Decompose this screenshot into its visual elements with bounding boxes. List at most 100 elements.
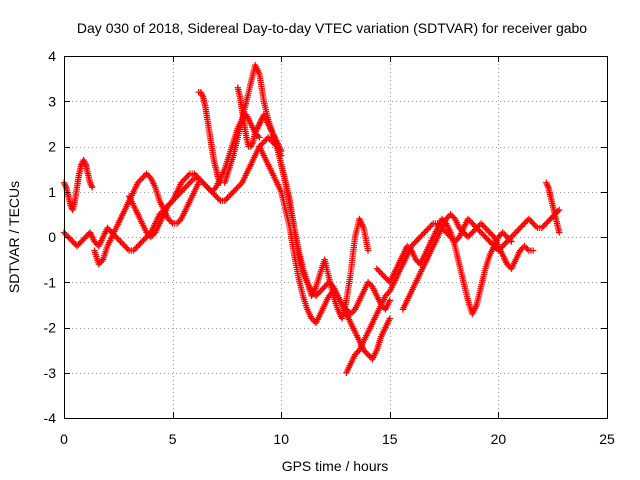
data-point [137, 176, 144, 183]
data-point [421, 229, 428, 236]
data-point [521, 242, 528, 250]
data-point [412, 238, 420, 245]
data-point [529, 220, 537, 227]
data-point [69, 238, 76, 245]
data-point [221, 197, 228, 204]
data-point [506, 236, 514, 244]
data-point [480, 223, 488, 230]
data-point [527, 217, 534, 224]
data-point [485, 236, 492, 244]
data-point [309, 316, 317, 324]
data-point [511, 230, 518, 238]
data-point [86, 179, 94, 186]
data-point [538, 224, 546, 232]
data-point [525, 215, 533, 223]
data-point [456, 224, 463, 232]
data-point [486, 238, 493, 245]
data-point [257, 119, 264, 126]
data-point [78, 238, 85, 245]
data-point [185, 181, 192, 188]
data-point [460, 229, 467, 236]
data-point [347, 310, 354, 318]
data-point [500, 241, 508, 248]
data-point [406, 245, 414, 253]
data-point [183, 182, 191, 189]
data-point [540, 223, 547, 230]
data-point [273, 138, 281, 146]
data-point [308, 315, 315, 322]
y-tick-label: 4 [48, 48, 56, 64]
data-point [470, 221, 477, 229]
data-point [182, 184, 189, 191]
data-point [447, 211, 454, 218]
axis-ticks: 0 5 10 15 20 25 -4 -3 -2 -1 0 1 2 3 4 [44, 48, 615, 447]
data-point [266, 123, 273, 131]
y-tick-label: 3 [48, 93, 56, 109]
data-point [141, 235, 149, 242]
data-point [269, 129, 276, 137]
data-point [254, 123, 262, 131]
data-point [199, 92, 206, 99]
data-point [383, 291, 391, 298]
data-point [427, 223, 434, 230]
data-point [82, 233, 89, 241]
data-point [321, 283, 328, 290]
data-point [556, 206, 563, 214]
data-point [215, 196, 223, 203]
data-point [182, 174, 189, 182]
data-point [208, 188, 215, 195]
data-point [519, 221, 527, 229]
data-point [385, 289, 392, 297]
data-point [256, 120, 263, 128]
data-point [172, 194, 179, 201]
data-point [277, 146, 284, 153]
data-point [216, 177, 223, 185]
data-point [524, 245, 531, 253]
data-point [234, 184, 241, 191]
data-point [482, 233, 489, 241]
data-point [461, 230, 469, 238]
data-point [514, 227, 521, 235]
data-point [75, 241, 82, 248]
data-point [428, 221, 435, 229]
data-point [268, 128, 275, 135]
data-point [170, 196, 178, 203]
data-point [138, 238, 146, 245]
data-point [81, 235, 88, 242]
data-point [366, 352, 373, 360]
data-point [199, 179, 207, 186]
data-point [211, 185, 218, 192]
data-point [130, 247, 137, 254]
data-point [215, 176, 223, 183]
data-point [260, 138, 268, 146]
data-point [544, 218, 551, 226]
data-point [270, 132, 278, 140]
data-point [315, 289, 323, 297]
data-point [121, 242, 129, 250]
data-point [482, 224, 489, 232]
data-point [183, 173, 191, 180]
data-point [123, 244, 130, 251]
data-point [91, 238, 98, 245]
data-point [477, 220, 485, 227]
data-point [73, 242, 81, 250]
data-point [201, 181, 208, 188]
data-point [202, 182, 210, 189]
data-point [253, 126, 260, 134]
data-point [178, 179, 185, 186]
data-point [204, 184, 211, 191]
data-point [256, 134, 263, 141]
data-point [195, 174, 202, 182]
data-point [62, 182, 69, 189]
data-point [422, 227, 430, 235]
x-tick-label: 20 [491, 431, 507, 447]
data-point [209, 187, 217, 194]
data-point [136, 241, 143, 248]
data-point [83, 232, 91, 239]
data-point [522, 218, 530, 226]
data-point [382, 274, 389, 281]
x-tick-label: 15 [382, 431, 398, 447]
data-point [500, 230, 508, 238]
data-point [205, 185, 212, 192]
data-point [179, 177, 186, 185]
